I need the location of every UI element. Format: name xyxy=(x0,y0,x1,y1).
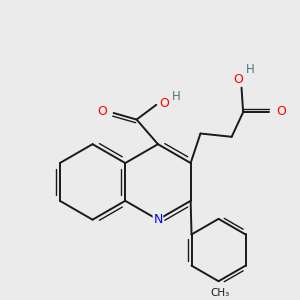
Text: O: O xyxy=(97,105,107,118)
Text: H: H xyxy=(172,90,180,103)
Text: H: H xyxy=(246,63,255,76)
Text: O: O xyxy=(160,97,170,110)
Text: O: O xyxy=(276,105,286,118)
Text: CH₃: CH₃ xyxy=(210,288,229,298)
Text: N: N xyxy=(153,213,163,226)
Text: O: O xyxy=(233,73,243,86)
